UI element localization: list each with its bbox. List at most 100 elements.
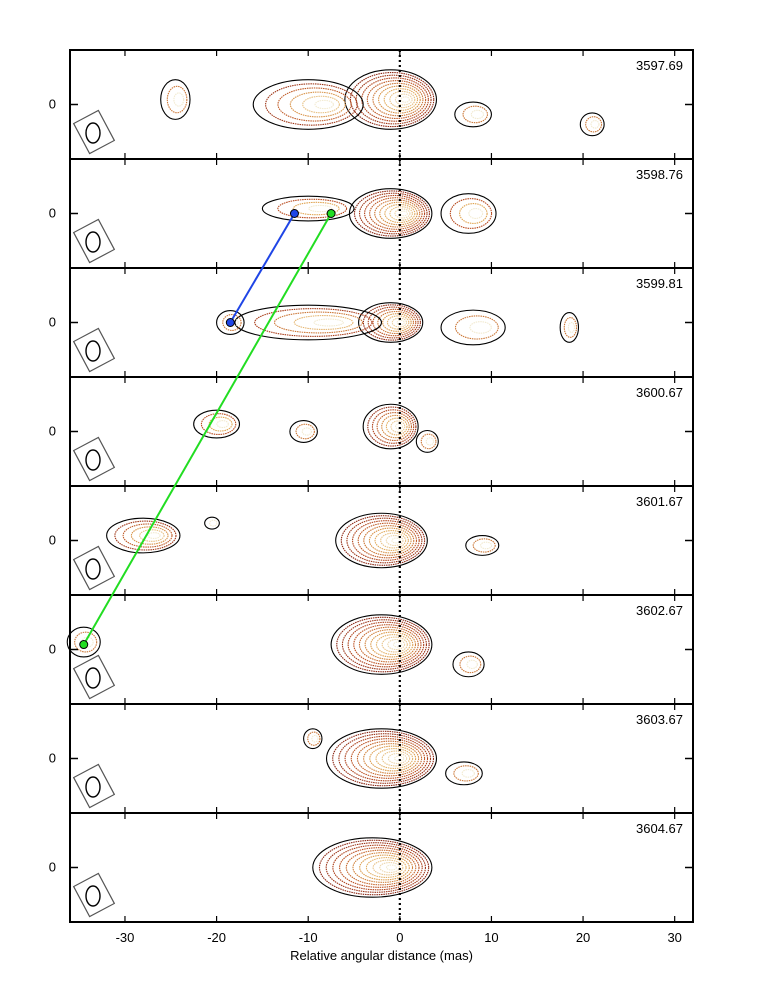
contour-level — [359, 192, 428, 235]
contour-level — [454, 315, 499, 340]
contour-level — [567, 321, 576, 333]
contour-level — [469, 321, 492, 334]
contour-level — [204, 516, 220, 530]
epoch-panel: 0 3601.67 — [49, 485, 694, 596]
jet-component — [362, 403, 419, 450]
jet-component — [415, 429, 439, 453]
contour-level — [375, 748, 414, 769]
contour-level — [377, 310, 415, 335]
contour-level — [440, 309, 506, 346]
contour-level — [193, 409, 241, 439]
jet-component — [106, 517, 181, 554]
beam-ellipse — [85, 340, 101, 362]
contour-level — [318, 839, 430, 896]
contour-level — [346, 517, 423, 564]
beam-box — [72, 545, 116, 591]
contour-level — [277, 87, 352, 122]
contour-level — [273, 311, 363, 334]
contour-level — [372, 308, 417, 337]
beam-box — [72, 327, 116, 373]
beam-box — [72, 872, 116, 918]
jet-component — [289, 420, 318, 443]
contour-level — [364, 194, 426, 233]
contour-level — [367, 306, 419, 339]
contour-level — [454, 101, 492, 128]
contour-level — [301, 427, 312, 436]
contour-level — [394, 93, 413, 106]
panel-frame — [69, 594, 694, 705]
x-tick-label: 30 — [667, 930, 681, 945]
y-tick-label: 0 — [49, 533, 56, 548]
contour-level — [563, 316, 578, 338]
beam-symbol — [72, 436, 116, 482]
x-tick-label: -20 — [207, 930, 226, 945]
jet-component — [452, 651, 485, 678]
jet-component — [325, 728, 438, 789]
contour-level — [399, 210, 409, 217]
contour-level — [400, 96, 410, 103]
contour-level — [363, 743, 420, 774]
epoch-panel: 0 3598.76 — [49, 158, 694, 269]
contour-level — [459, 203, 488, 224]
x-axis: -30 -20 -10 0 10 20 30 — [116, 930, 682, 945]
contour-level — [385, 864, 397, 871]
contour-level — [352, 520, 420, 561]
contour-level — [381, 414, 410, 439]
contour-level — [147, 532, 161, 539]
contour-level — [361, 77, 429, 122]
contour-level — [160, 79, 191, 120]
contour-level — [74, 631, 98, 653]
y-tick-label: 0 — [49, 642, 56, 657]
contour-level — [216, 310, 245, 335]
jet-component — [330, 614, 433, 675]
beam-box — [72, 109, 116, 155]
contour-level — [312, 837, 433, 898]
contour-level — [200, 413, 237, 436]
contour-level — [362, 403, 419, 450]
contour-level — [369, 197, 423, 230]
track-line — [229, 212, 296, 324]
contour-level — [209, 519, 218, 527]
epoch-label: 3600.67 — [636, 385, 683, 400]
epoch-panel: 0 3600.67 — [49, 376, 694, 487]
epoch-label: 3598.76 — [636, 167, 683, 182]
x-tick-label: -10 — [299, 930, 318, 945]
contour-level — [332, 844, 423, 891]
epoch-panel: 0 3602.67 — [49, 594, 694, 705]
contour-level — [480, 541, 493, 550]
panel-frame — [69, 376, 694, 487]
epoch-label: 3604.67 — [636, 821, 683, 836]
contour-level — [415, 429, 439, 453]
component-tracks — [79, 209, 336, 650]
contour-level — [391, 317, 408, 328]
jet-component — [440, 193, 497, 234]
jet-component — [252, 79, 364, 130]
jet-component — [193, 409, 241, 439]
contour-level — [384, 203, 416, 224]
contour-level — [359, 854, 410, 881]
contour-level — [208, 416, 233, 432]
x-tick-label: 0 — [396, 930, 403, 945]
jet-component — [559, 312, 580, 343]
contour-level — [293, 315, 354, 330]
contour-level — [470, 109, 485, 120]
contour-level — [425, 437, 435, 446]
track-point — [289, 209, 299, 218]
beam-ellipse — [85, 667, 101, 689]
contour-level — [376, 412, 412, 442]
contour-level — [341, 619, 427, 670]
contour-level — [364, 629, 417, 660]
contour-level — [375, 634, 411, 656]
beam-symbol — [72, 872, 116, 918]
epoch-panel: 0 3604.67 — [49, 812, 694, 923]
contour-level — [311, 734, 319, 743]
epoch-label: 3602.67 — [636, 603, 683, 618]
contour-level — [585, 116, 603, 133]
contour-level — [122, 523, 173, 548]
contour-level — [358, 302, 424, 343]
jet-component — [234, 304, 383, 341]
contour-level — [114, 520, 177, 551]
contour-level — [368, 527, 412, 554]
track-point — [326, 209, 336, 218]
